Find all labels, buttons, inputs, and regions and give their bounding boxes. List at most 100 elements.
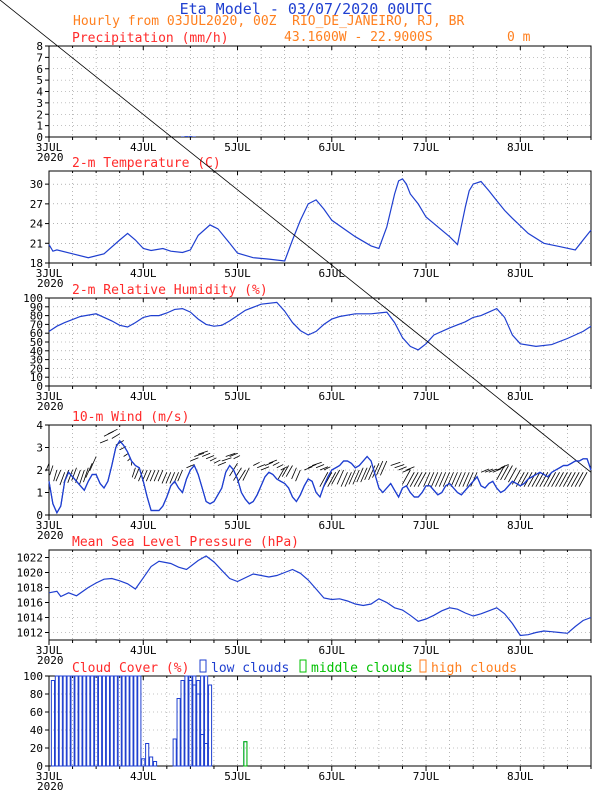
x-tick-label: 7JUL <box>413 519 440 532</box>
wind-vector <box>344 472 352 487</box>
wind-vector <box>319 472 329 487</box>
wind-vector <box>202 452 211 457</box>
precip-bar <box>184 136 188 137</box>
y-tick-label: 90 <box>30 301 43 314</box>
x-tick-label: 5JUL <box>224 644 251 657</box>
y-tick-label: 30 <box>30 354 43 367</box>
precip-bar <box>188 136 192 137</box>
x-tick-label: 8JUL <box>507 770 534 783</box>
x-tick-label: 5JUL <box>224 267 251 280</box>
wind-vector <box>368 465 376 481</box>
wind-vector <box>488 468 498 473</box>
wind-vector <box>161 472 168 484</box>
y-tick-label: 3 <box>36 442 43 455</box>
x-tick-label: 7JUL <box>413 770 440 783</box>
y-tick-label: 3 <box>36 97 43 110</box>
x-tick-label: 3JUL <box>36 519 63 532</box>
y-tick-label: 60 <box>30 327 43 340</box>
low-cloud-bar <box>141 758 146 767</box>
wind-vector <box>53 469 58 482</box>
y-tick-label: 27 <box>30 198 43 211</box>
wind-vector <box>186 464 195 469</box>
wind-vector <box>225 452 236 457</box>
wind-vector <box>237 469 246 484</box>
panel-title-wind: 10-m Wind (m/s) <box>72 410 189 425</box>
y-tick-label: 2 <box>36 464 43 477</box>
low-cloud-bar <box>66 675 71 767</box>
panel-title-cloud: Cloud Cover (%) <box>72 661 189 676</box>
wind-vector <box>138 469 144 482</box>
wind-vector <box>450 472 458 487</box>
wind-vector <box>205 455 215 460</box>
y-tick-label: 2 <box>36 108 43 121</box>
y-tick-label: 100 <box>23 670 43 683</box>
wind-vector <box>434 472 443 487</box>
wind-vector <box>348 469 356 485</box>
wind-vector <box>336 469 344 485</box>
wind-vector <box>315 464 325 469</box>
wind-vector <box>438 472 447 487</box>
x-tick-label: 6JUL <box>319 390 346 403</box>
y-tick-label: 1012 <box>17 627 44 640</box>
x-tick-label: 5JUL <box>224 519 251 532</box>
wind-vector <box>67 469 73 483</box>
wind-vector <box>340 472 348 487</box>
wind-vector <box>198 450 208 455</box>
wind-vector <box>566 472 576 487</box>
low-cloud-bar <box>78 675 83 767</box>
low-cloud-bar <box>117 675 122 767</box>
low-cloud-bar <box>184 675 189 767</box>
low-cloud-bar <box>121 675 126 767</box>
wind-vector <box>504 465 513 481</box>
wind-vector <box>462 472 470 487</box>
wind-vector <box>423 472 431 487</box>
wind-vector <box>401 469 411 485</box>
x-tick-label: 3JUL <box>36 644 63 657</box>
y-tick-label: 0 <box>36 131 43 144</box>
x-tick-label: 8JUL <box>507 644 534 657</box>
x-tick-label: 7JUL <box>413 644 440 657</box>
wind-vector <box>242 467 250 481</box>
low-cloud-bar <box>207 684 213 767</box>
panel-frame-temp <box>48 170 592 264</box>
y-tick-label: 0 <box>36 380 43 393</box>
wind-vector <box>331 469 340 485</box>
wind-vector <box>59 472 66 486</box>
x-tick-label: 4JUL <box>130 267 157 280</box>
precip-bar <box>181 136 185 137</box>
y-tick-label: 80 <box>30 310 43 323</box>
wind-vector <box>295 469 301 482</box>
legend-label: low clouds <box>211 661 289 676</box>
x-tick-label: 8JUL <box>507 267 534 280</box>
series-line-rh <box>48 301 592 351</box>
x-tick-label: 6JUL <box>319 770 346 783</box>
x-year-label: 2020 <box>37 654 64 667</box>
y-tick-label: 20 <box>30 742 43 755</box>
wind-vector <box>89 456 97 472</box>
wind-vector <box>149 469 156 482</box>
low-cloud-bar <box>149 756 154 767</box>
panel-title-rh: 2-m Relative Humidity (%) <box>72 283 268 298</box>
low-cloud-bar <box>188 680 193 767</box>
wind-vector <box>372 463 380 478</box>
wind-vector <box>547 472 557 487</box>
low-cloud-bar <box>137 675 142 767</box>
wind-vector <box>492 468 501 473</box>
chart-title: Eta Model - 03/07/2020 00UTC <box>179 0 433 18</box>
low-cloud-bar <box>70 675 75 767</box>
wind-vector <box>454 472 462 487</box>
x-tick-label: 6JUL <box>319 141 346 154</box>
y-tick-label: 18 <box>30 257 43 270</box>
low-cloud-bar <box>204 743 209 767</box>
low-cloud-bar <box>196 693 201 767</box>
wind-vector <box>364 465 372 481</box>
wind-vector <box>229 452 238 457</box>
location-coordinates: 43.1600W - 22.9000S <box>284 30 433 45</box>
wind-vector <box>531 472 541 487</box>
y-tick-label: 1 <box>36 487 43 500</box>
wind-vector <box>480 468 490 473</box>
low-cloud-bar <box>145 743 150 767</box>
x-year-label: 2020 <box>37 277 64 290</box>
wind-vector <box>153 469 160 482</box>
